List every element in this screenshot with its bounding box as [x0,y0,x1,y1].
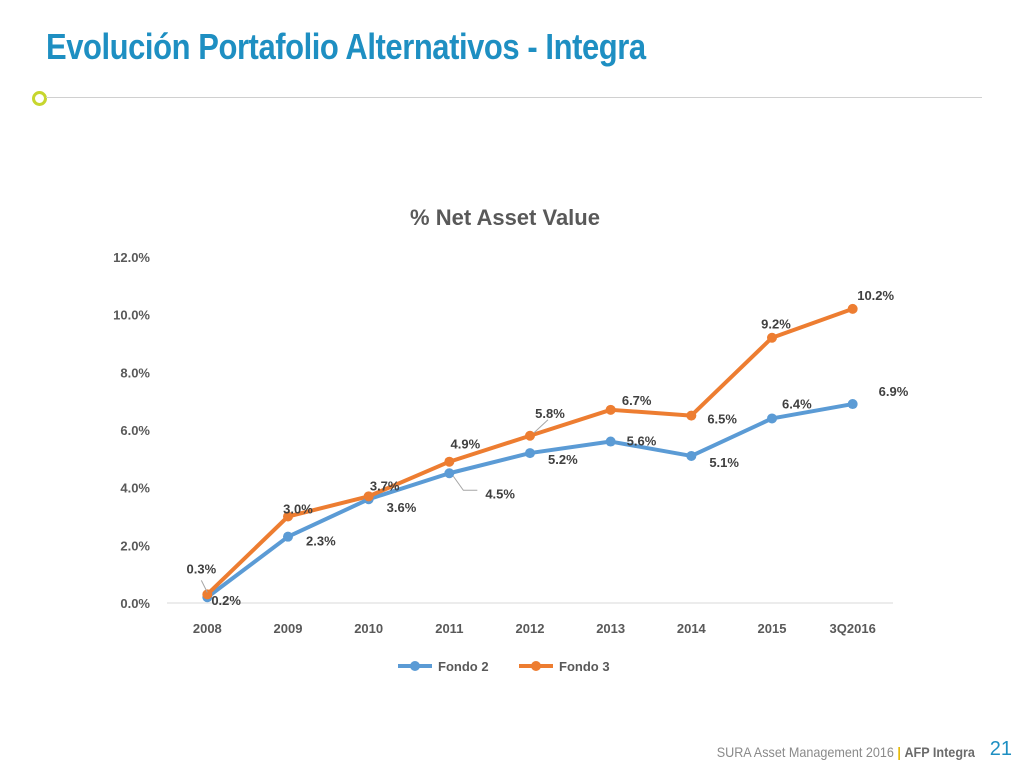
data-label: 5.1% [709,455,739,470]
data-label: 6.7% [622,393,652,408]
y-tick-label: 2.0% [120,538,150,553]
y-tick-label: 4.0% [120,481,150,496]
x-tick-label: 2013 [596,621,625,636]
chart-title: % Net Asset Value [410,205,600,230]
data-point [847,399,858,410]
y-tick-label: 8.0% [120,365,150,380]
data-point [444,456,455,467]
data-label: 2.3% [306,534,336,549]
data-point [767,413,777,424]
data-point [283,531,293,542]
y-tick-label: 12.0% [113,250,150,265]
data-label: 6.4% [782,396,812,411]
title-divider [46,97,982,98]
legend-marker-icon [410,661,420,671]
legend-label: Fondo 2 [438,659,489,674]
x-tick-label: 2011 [435,621,463,636]
data-point [202,589,213,600]
data-label: 3.7% [370,478,400,493]
data-label: 0.2% [211,593,241,608]
slide-title: Evolución Portafolio Alternativos - Inte… [46,26,646,67]
data-label: 6.9% [879,384,909,399]
data-point [686,450,697,461]
data-label: 5.2% [548,452,578,467]
legend-label: Fondo 3 [559,659,610,674]
data-point [605,404,616,415]
footer-company: SURA Asset Management 2016 [716,744,894,760]
data-point [767,332,777,343]
data-label: 4.9% [451,437,481,452]
y-tick-label: 6.0% [120,423,150,438]
data-point [525,430,535,441]
y-tick-label: 0.0% [120,596,150,611]
footer-brand: AFP Integra [904,744,975,760]
data-point [525,448,535,459]
data-label: 10.2% [857,288,894,303]
x-tick-label: 2008 [193,621,222,636]
data-label: 6.5% [707,412,737,427]
data-label: 0.3% [187,561,217,576]
footer-separator: | [897,744,902,760]
data-label: 5.8% [535,406,565,421]
x-tick-label: 2015 [758,621,787,636]
data-label: 9.2% [761,317,791,332]
data-label: 4.5% [485,486,515,501]
data-point [444,468,455,479]
x-tick-label: 2010 [354,621,383,636]
data-label: 3.6% [387,500,417,515]
y-tick-label: 10.0% [113,308,150,323]
legend-marker-icon [531,661,541,671]
x-tick-label: 2012 [516,621,545,636]
x-tick-label: 2014 [677,621,707,636]
x-tick-label: 3Q2016 [830,621,876,636]
data-point [847,303,858,314]
data-point [363,491,374,502]
data-label: 3.0% [283,502,313,517]
leader-line [200,580,208,593]
leader-line [452,475,478,491]
title-bullet-icon [32,91,47,106]
footer: SURA Asset Management 2016 | AFP Integra [717,744,975,760]
data-point [686,410,697,421]
x-tick-label: 2009 [274,621,303,636]
page-number: 21 [989,738,1012,760]
data-point [605,436,616,447]
data-label: 5.6% [627,434,657,449]
data-point [283,511,293,522]
leader-line [533,419,549,434]
